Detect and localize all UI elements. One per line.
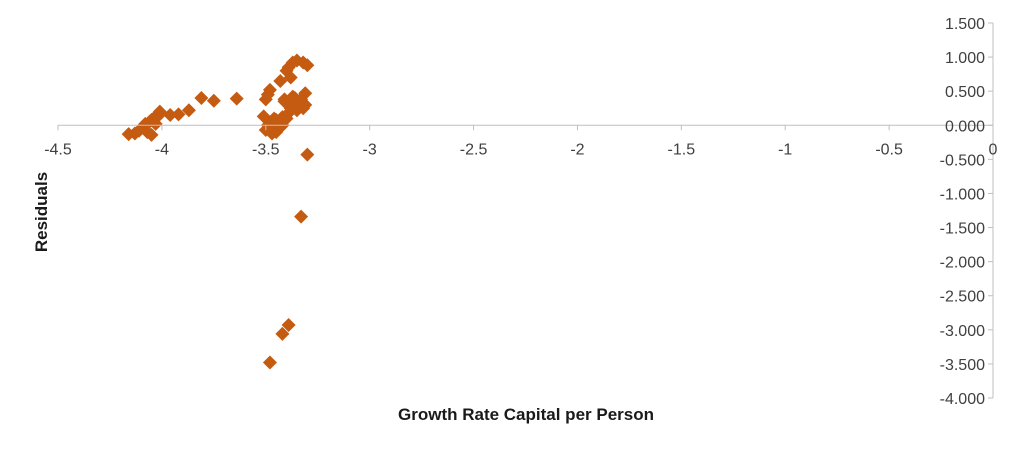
scatter-point <box>229 91 244 106</box>
scatter-point <box>279 111 294 126</box>
y-tick-label: -2.500 <box>940 289 985 306</box>
y-tick-label: -1.500 <box>940 221 985 238</box>
scatter-point <box>181 103 196 118</box>
y-tick-label: -2.000 <box>940 255 985 272</box>
y-tick-label: 1.000 <box>945 50 985 67</box>
y-tick-label: 1.500 <box>945 16 985 33</box>
scatter-point <box>163 108 178 123</box>
x-tick-label: -4 <box>155 141 169 158</box>
scatter-point <box>281 318 296 333</box>
y-tick-label: -1.000 <box>940 186 985 203</box>
x-tick-label: -3.5 <box>252 141 280 158</box>
scatter-point <box>194 91 209 105</box>
x-tick-label: -1 <box>778 141 792 158</box>
y-tick-label: 0.500 <box>945 84 985 101</box>
scatter-point <box>206 93 221 108</box>
scatter-point <box>294 209 309 224</box>
y-axis-title: Residuals <box>32 172 51 252</box>
x-tick-label: -0.5 <box>875 141 903 158</box>
y-tick-label: -0.500 <box>940 152 985 169</box>
x-axis-title: Growth Rate Capital per Person <box>398 405 654 424</box>
x-axis-ticks: -4.5 -4 -3.5 -3 -2.5 -2 -1.5 -1 -0.5 0 <box>44 125 998 158</box>
x-tick-label: -2.5 <box>460 141 488 158</box>
scatter-point <box>171 107 186 122</box>
scatter-point <box>300 147 315 162</box>
y-tick-label: -3.500 <box>940 357 985 374</box>
scatter-point <box>298 86 313 101</box>
y-axis-ticks: 1.500 1.000 0.500 0.000 -0.500 -1.000 -1.500 -2… <box>940 16 993 408</box>
x-tick-label: -4.5 <box>44 141 72 158</box>
x-tick-label: -2 <box>570 141 584 158</box>
x-tick-label: -3 <box>363 141 377 158</box>
scatter-markers <box>121 53 315 370</box>
y-tick-label: -3.000 <box>940 323 985 340</box>
scatter-point <box>283 70 298 85</box>
scatter-point <box>262 82 277 97</box>
scatter-point <box>296 101 311 116</box>
scatter-point <box>275 326 290 341</box>
scatter-point <box>144 127 159 142</box>
y-tick-label: -4.000 <box>940 391 985 408</box>
x-tick-label: 0 <box>989 141 998 158</box>
scatter-point <box>262 355 277 370</box>
scatter-point <box>300 58 315 73</box>
x-tick-label: -1.5 <box>668 141 696 158</box>
scatter-point <box>281 60 296 75</box>
scatter-point <box>265 126 280 141</box>
y-tick-label: 0.000 <box>945 118 985 135</box>
